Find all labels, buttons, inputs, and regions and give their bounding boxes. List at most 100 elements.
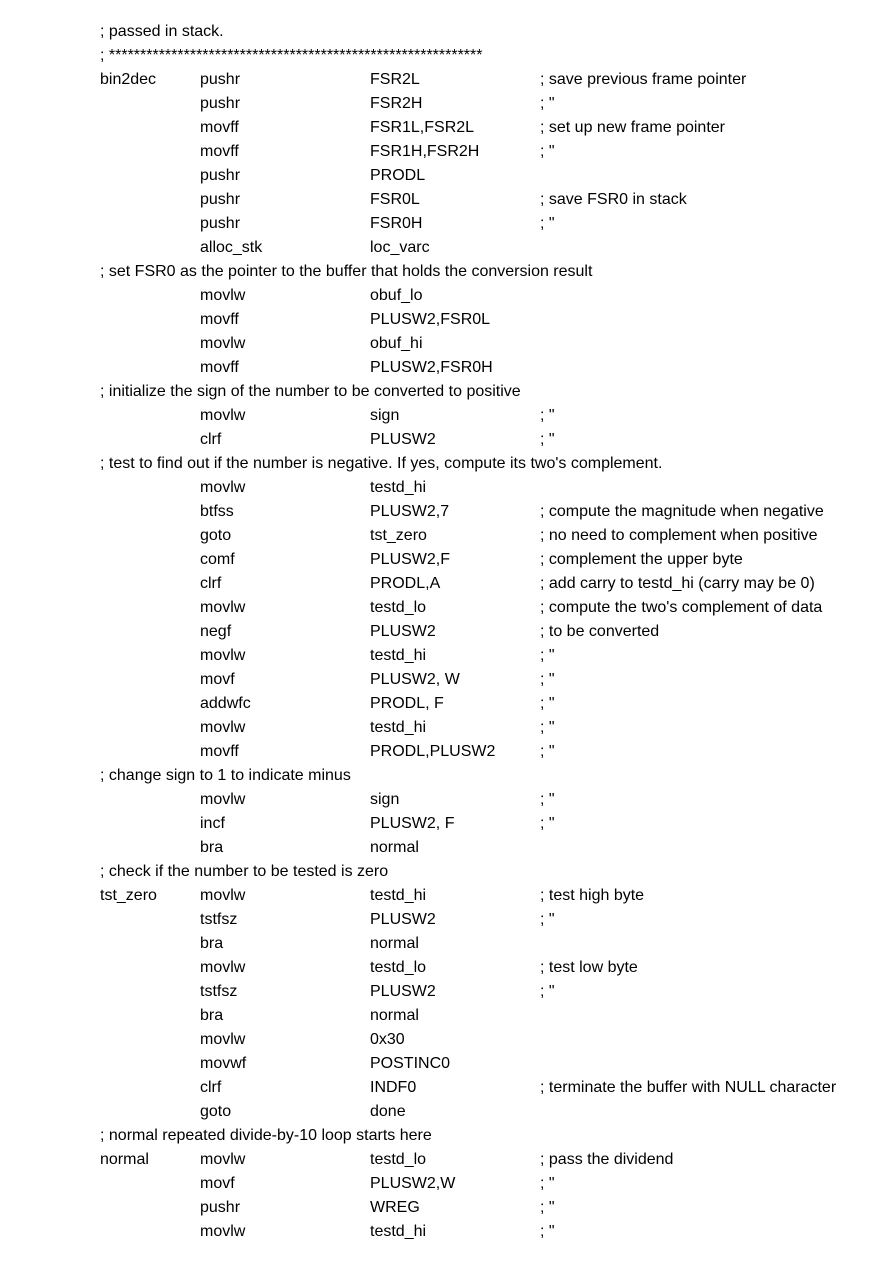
code-line: branormal	[100, 1004, 849, 1028]
operand-col: PLUSW2,W	[370, 1172, 540, 1196]
operand-col: testd_lo	[370, 956, 540, 980]
comment-col: ; "	[540, 692, 849, 716]
operand-col: PLUSW2, F	[370, 812, 540, 836]
comment-col: ; "	[540, 1196, 849, 1220]
label-col	[100, 212, 200, 236]
opcode-col: tstfsz	[200, 908, 370, 932]
code-line: pushrPRODL	[100, 164, 849, 188]
code-line: alloc_stkloc_varc	[100, 236, 849, 260]
comment-col: ; "	[540, 140, 849, 164]
operand-col: PRODL,A	[370, 572, 540, 596]
comment-col: ; set up new frame pointer	[540, 116, 849, 140]
label-col	[100, 548, 200, 572]
operand-col: POSTINC0	[370, 1052, 540, 1076]
comment-line: ; test to find out if the number is nega…	[100, 452, 849, 476]
operand-col: PLUSW2	[370, 908, 540, 932]
code-line: branormal	[100, 932, 849, 956]
code-line: movfPLUSW2, W; "	[100, 668, 849, 692]
code-line: movlwobuf_hi	[100, 332, 849, 356]
label-col	[100, 836, 200, 860]
code-line: gototst_zero; no need to complement when…	[100, 524, 849, 548]
opcode-col: pushr	[200, 164, 370, 188]
label-col: normal	[100, 1148, 200, 1172]
opcode-col: movff	[200, 740, 370, 764]
label-col	[100, 1028, 200, 1052]
code-line: movffFSR1H,FSR2H; "	[100, 140, 849, 164]
comment-col	[540, 1100, 849, 1124]
label-col	[100, 284, 200, 308]
comment-line: ; **************************************…	[100, 44, 849, 68]
operand-col: FSR2L	[370, 68, 540, 92]
opcode-col: movlw	[200, 644, 370, 668]
operand-col: obuf_lo	[370, 284, 540, 308]
comment-col	[540, 932, 849, 956]
label-col	[100, 164, 200, 188]
comment-col	[540, 332, 849, 356]
opcode-col: movlw	[200, 1028, 370, 1052]
operand-col: sign	[370, 404, 540, 428]
operand-col: testd_hi	[370, 476, 540, 500]
label-col	[100, 956, 200, 980]
comment-col: ; no need to complement when positive	[540, 524, 849, 548]
opcode-col: movlw	[200, 1148, 370, 1172]
label-col	[100, 116, 200, 140]
comment-line: ; passed in stack.	[100, 20, 849, 44]
operand-col: loc_varc	[370, 236, 540, 260]
comment-col	[540, 284, 849, 308]
opcode-col: movlw	[200, 716, 370, 740]
code-line: gotodone	[100, 1100, 849, 1124]
opcode-col: pushr	[200, 212, 370, 236]
label-col	[100, 92, 200, 116]
opcode-col: pushr	[200, 188, 370, 212]
code-line: pushrWREG; "	[100, 1196, 849, 1220]
operand-col: testd_hi	[370, 884, 540, 908]
code-line: clrfPRODL,A; add carry to testd_hi (carr…	[100, 572, 849, 596]
opcode-col: movlw	[200, 596, 370, 620]
operand-col: PLUSW2	[370, 620, 540, 644]
opcode-col: bra	[200, 1004, 370, 1028]
comment-col: ; "	[540, 1220, 849, 1244]
code-line: movffPRODL,PLUSW2; "	[100, 740, 849, 764]
label-col	[100, 476, 200, 500]
comment-col: ; "	[540, 740, 849, 764]
opcode-col: movlw	[200, 332, 370, 356]
operand-col: testd_hi	[370, 1220, 540, 1244]
comment-col	[540, 476, 849, 500]
code-line: btfssPLUSW2,7; compute the magnitude whe…	[100, 500, 849, 524]
comment-col: ; pass the dividend	[540, 1148, 849, 1172]
operand-col: PLUSW2	[370, 980, 540, 1004]
label-col	[100, 908, 200, 932]
code-line: movlwtestd_hi	[100, 476, 849, 500]
comment-line: ; initialize the sign of the number to b…	[100, 380, 849, 404]
opcode-col: movff	[200, 308, 370, 332]
comment-col: ; test high byte	[540, 884, 849, 908]
comment-col: ; compute the magnitude when negative	[540, 500, 849, 524]
opcode-col: pushr	[200, 1196, 370, 1220]
operand-col: testd_lo	[370, 1148, 540, 1172]
comment-col: ; "	[540, 212, 849, 236]
comment-col: ; "	[540, 908, 849, 932]
code-line: comfPLUSW2,F; complement the upper byte	[100, 548, 849, 572]
comment-col	[540, 1052, 849, 1076]
code-line: tstfszPLUSW2; "	[100, 908, 849, 932]
operand-col: obuf_hi	[370, 332, 540, 356]
code-line: movffPLUSW2,FSR0H	[100, 356, 849, 380]
label-col	[100, 308, 200, 332]
code-line: movlwtestd_lo; test low byte	[100, 956, 849, 980]
code-line: branormal	[100, 836, 849, 860]
comment-col	[540, 236, 849, 260]
opcode-col: pushr	[200, 92, 370, 116]
label-col	[100, 1100, 200, 1124]
code-line: clrfPLUSW2; "	[100, 428, 849, 452]
opcode-col: movlw	[200, 476, 370, 500]
label-col	[100, 932, 200, 956]
operand-col: 0x30	[370, 1028, 540, 1052]
code-line: movlw0x30	[100, 1028, 849, 1052]
opcode-col: movlw	[200, 404, 370, 428]
comment-col: ; "	[540, 980, 849, 1004]
opcode-col: movwf	[200, 1052, 370, 1076]
operand-col: normal	[370, 932, 540, 956]
code-line: movlwtestd_hi; "	[100, 1220, 849, 1244]
label-col	[100, 404, 200, 428]
operand-col: PLUSW2, W	[370, 668, 540, 692]
